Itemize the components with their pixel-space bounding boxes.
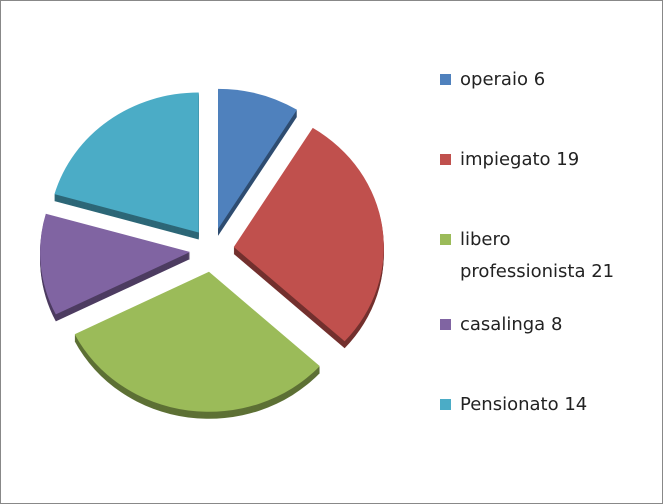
legend-category: casalinga bbox=[460, 314, 546, 335]
legend-category: impiegato bbox=[460, 149, 551, 170]
legend-category: operaio bbox=[460, 69, 528, 90]
legend-swatch bbox=[440, 319, 451, 330]
legend-value: 8 bbox=[550, 314, 563, 335]
slice bbox=[54, 92, 199, 233]
slice bbox=[74, 271, 320, 412]
legend-swatch bbox=[440, 234, 451, 245]
legend-swatch bbox=[440, 399, 451, 410]
slice bbox=[218, 88, 297, 229]
legend-category: libero professionista bbox=[460, 229, 586, 282]
legend-category: Pensionato bbox=[460, 394, 559, 415]
slice-tops bbox=[40, 88, 384, 412]
legend-label: impiegato 19 bbox=[460, 144, 635, 176]
slice bbox=[233, 127, 384, 342]
slice bbox=[40, 213, 191, 315]
legend-label: libero professionista 21 bbox=[460, 224, 635, 288]
legend-swatch bbox=[440, 154, 451, 165]
legend-label: casalinga 8 bbox=[460, 309, 635, 341]
legend-label: operaio 6 bbox=[460, 64, 635, 96]
legend-value: 14 bbox=[564, 394, 588, 415]
legend-label: Pensionato 14 bbox=[460, 389, 635, 421]
legend-swatch bbox=[440, 74, 451, 85]
legend-value: 21 bbox=[591, 261, 615, 282]
legend-value: 19 bbox=[556, 149, 580, 170]
legend-value: 6 bbox=[533, 69, 546, 90]
